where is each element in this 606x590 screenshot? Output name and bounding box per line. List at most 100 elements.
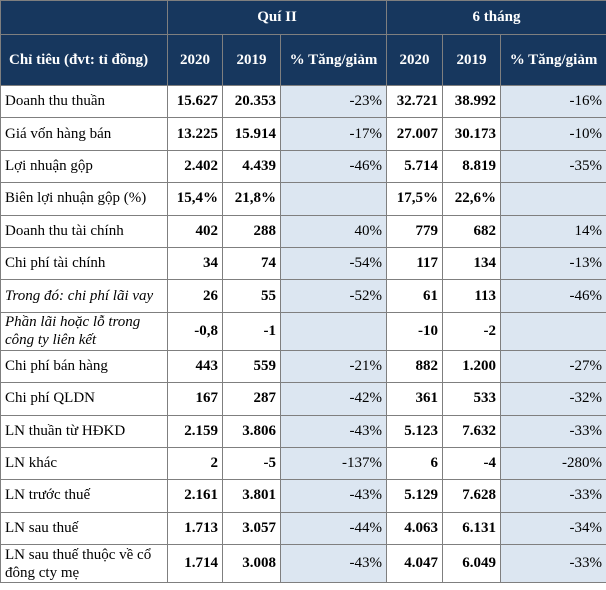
header-6-months: 6 tháng bbox=[385, 0, 606, 35]
q2-2020-cell: 443 bbox=[167, 349, 223, 384]
table-row: LN thuần từ HĐKD 2.159 3.806 -43% 5.123 7.632… bbox=[0, 414, 606, 448]
h6-2020-cell: 5.129 bbox=[386, 479, 443, 513]
q2-2019-cell: 4.439 bbox=[222, 149, 281, 184]
h6-2020-cell: 779 bbox=[386, 214, 443, 248]
h6-2019-cell: -4 bbox=[442, 446, 501, 481]
h6-2019-cell: 7.632 bbox=[442, 414, 501, 448]
h6-2019-cell: 8.819 bbox=[442, 149, 501, 184]
q2-pct-cell: -43% bbox=[280, 544, 387, 584]
table-row: Doanh thu tài chính 402 288 40% 779 682 14% bbox=[0, 214, 606, 248]
h6-2020-cell: 27.007 bbox=[386, 117, 443, 151]
q2-2019-cell: 15.914 bbox=[222, 117, 281, 151]
h6-pct-cell: 14% bbox=[499, 214, 606, 248]
row-label: Doanh thu tài chính bbox=[0, 214, 168, 248]
h6-2019-cell: 6.049 bbox=[442, 544, 501, 584]
header-q2-pct: % Tăng/giảm bbox=[280, 34, 387, 86]
h6-2019-cell: 1.200 bbox=[442, 349, 501, 384]
q2-2020-cell: 34 bbox=[167, 246, 223, 281]
h6-2019-cell: 7.628 bbox=[442, 479, 501, 513]
table-row: Biên lợi nhuận gộp (%) 15,4% 21,8% 17,5% 22,… bbox=[0, 182, 606, 216]
table-row: Lợi nhuận gộp 2.402 4.439 -46% 5.714 8.819 -35… bbox=[0, 149, 606, 184]
q2-pct-cell: -17% bbox=[280, 117, 387, 151]
q2-2019-cell: 55 bbox=[222, 279, 281, 313]
q2-2019-cell: 3.806 bbox=[222, 414, 281, 448]
row-label: LN sau thuế bbox=[0, 511, 168, 546]
header-q2-2020: 2020 bbox=[167, 34, 223, 86]
row-label: Chi phí QLDN bbox=[0, 382, 168, 416]
q2-2020-cell: 13.225 bbox=[167, 117, 223, 151]
h6-pct-cell: -33% bbox=[499, 414, 606, 448]
h6-pct-cell: -35% bbox=[499, 149, 606, 184]
row-label: Chi phí tài chính bbox=[0, 246, 168, 281]
q2-pct-cell: -137% bbox=[280, 446, 387, 481]
h6-2020-cell: 5.714 bbox=[386, 149, 443, 184]
header-6m-pct: % Tăng/giảm bbox=[499, 34, 606, 86]
header-group-row: Quí II 6 tháng bbox=[0, 0, 606, 35]
table-row: Trong đó: chi phí lãi vay 26 55 -52% 61 113 -4… bbox=[0, 279, 606, 313]
q2-2019-cell: 559 bbox=[222, 349, 281, 384]
header-empty-cell bbox=[0, 0, 168, 35]
q2-2020-cell: 2.402 bbox=[167, 149, 223, 184]
table-row: Chi phí bán hàng 443 559 -21% 882 1.200 -27% bbox=[0, 349, 606, 384]
h6-pct-cell: -33% bbox=[499, 544, 606, 584]
q2-pct-cell bbox=[280, 182, 387, 216]
q2-2020-cell: 15,4% bbox=[167, 182, 223, 216]
h6-pct-cell: -13% bbox=[499, 246, 606, 281]
row-label: LN sau thuế thuộc về cổ đông cty mẹ bbox=[0, 544, 168, 584]
q2-2019-cell: 287 bbox=[222, 382, 281, 416]
h6-2020-cell: 4.063 bbox=[386, 511, 443, 546]
h6-pct-cell: -46% bbox=[499, 279, 606, 313]
table-row: LN sau thuế 1.713 3.057 -44% 4.063 6.131 -34% bbox=[0, 511, 606, 546]
q2-2020-cell: 1.713 bbox=[167, 511, 223, 546]
h6-pct-cell bbox=[499, 182, 606, 216]
h6-2019-cell: 30.173 bbox=[442, 117, 501, 151]
q2-2020-cell: -0,8 bbox=[167, 311, 223, 351]
q2-2019-cell: 3.801 bbox=[222, 479, 281, 513]
row-label: LN thuần từ HĐKD bbox=[0, 414, 168, 448]
table-row: Phần lãi hoặc lỗ trong công ty liên kết -… bbox=[0, 311, 606, 351]
table-row: LN khác 2 -5 -137% 6 -4 -280% bbox=[0, 446, 606, 481]
table-row: Chi phí tài chính 34 74 -54% 117 134 -13% bbox=[0, 246, 606, 281]
h6-2019-cell: 38.992 bbox=[442, 84, 501, 119]
h6-2020-cell: 17,5% bbox=[386, 182, 443, 216]
h6-pct-cell: -34% bbox=[499, 511, 606, 546]
q2-2020-cell: 26 bbox=[167, 279, 223, 313]
h6-pct-cell: -16% bbox=[499, 84, 606, 119]
q2-2019-cell: 21,8% bbox=[222, 182, 281, 216]
h6-2019-cell: 682 bbox=[442, 214, 501, 248]
q2-2020-cell: 167 bbox=[167, 382, 223, 416]
q2-2019-cell: -1 bbox=[222, 311, 281, 351]
h6-2019-cell: 113 bbox=[442, 279, 501, 313]
h6-pct-cell bbox=[499, 311, 606, 351]
table-row: Giá vốn hàng bán 13.225 15.914 -17% 27.007 30… bbox=[0, 117, 606, 151]
h6-2020-cell: 882 bbox=[386, 349, 443, 384]
header-columns-row: Chỉ tiêu (đvt: tỉ đồng) 2020 2019 % Tăng… bbox=[0, 34, 606, 86]
q2-2020-cell: 1.714 bbox=[167, 544, 223, 584]
q2-2019-cell: 74 bbox=[222, 246, 281, 281]
h6-pct-cell: -10% bbox=[499, 117, 606, 151]
q2-2019-cell: 20.353 bbox=[222, 84, 281, 119]
h6-pct-cell: -33% bbox=[499, 479, 606, 513]
h6-2020-cell: 361 bbox=[386, 382, 443, 416]
row-label: Biên lợi nhuận gộp (%) bbox=[0, 182, 168, 216]
q2-pct-cell: -46% bbox=[280, 149, 387, 184]
q2-2020-cell: 402 bbox=[167, 214, 223, 248]
h6-pct-cell: -27% bbox=[499, 349, 606, 384]
h6-2019-cell: 6.131 bbox=[442, 511, 501, 546]
h6-2019-cell: 22,6% bbox=[442, 182, 501, 216]
q2-2020-cell: 2.159 bbox=[167, 414, 223, 448]
h6-2019-cell: -2 bbox=[442, 311, 501, 351]
h6-2019-cell: 533 bbox=[442, 382, 501, 416]
h6-2020-cell: 117 bbox=[386, 246, 443, 281]
q2-pct-cell bbox=[280, 311, 387, 351]
table-row: LN trước thuế 2.161 3.801 -43% 5.129 7.628 -33… bbox=[0, 479, 606, 513]
table-row: Doanh thu thuần 15.627 20.353 -23% 32.721 38.… bbox=[0, 84, 606, 119]
table-row: LN sau thuế thuộc về cổ đông cty mẹ 1.714… bbox=[0, 544, 606, 584]
table-row: Chi phí QLDN 167 287 -42% 361 533 -32% bbox=[0, 382, 606, 416]
header-q2: Quí II bbox=[167, 0, 387, 35]
h6-2020-cell: 5.123 bbox=[386, 414, 443, 448]
h6-2020-cell: 32.721 bbox=[386, 84, 443, 119]
q2-2020-cell: 15.627 bbox=[167, 84, 223, 119]
header-indicator: Chỉ tiêu (đvt: tỉ đồng) bbox=[0, 34, 168, 86]
